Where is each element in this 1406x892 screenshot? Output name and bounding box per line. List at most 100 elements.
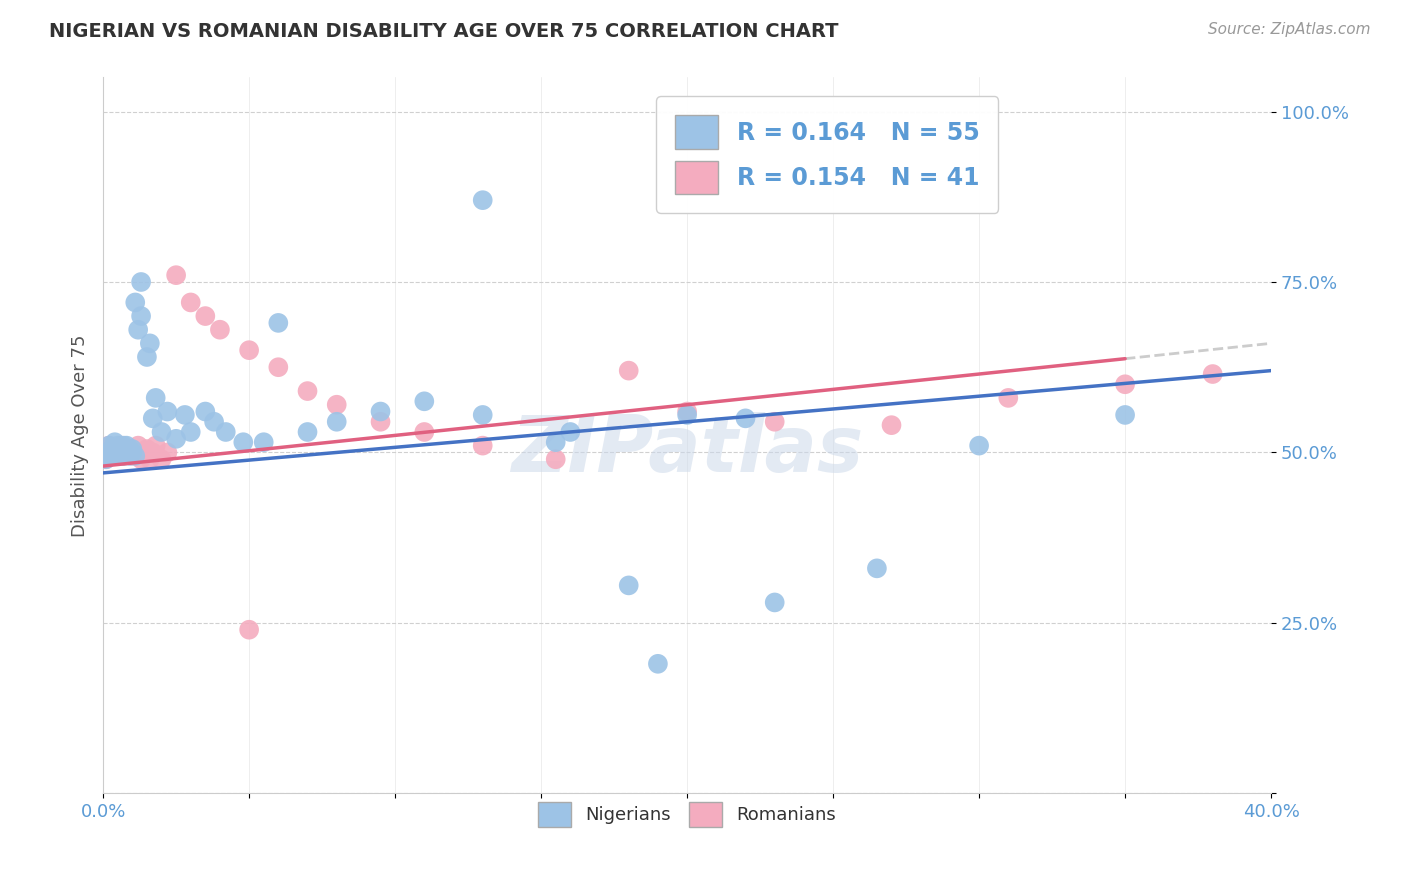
Point — [121, 442, 143, 456]
Point — [98, 439, 121, 453]
Point — [413, 394, 436, 409]
Point — [94, 452, 117, 467]
Point — [104, 445, 127, 459]
Point — [194, 309, 217, 323]
Point — [866, 561, 889, 575]
Point — [101, 442, 124, 456]
Point — [118, 449, 141, 463]
Point — [150, 452, 173, 467]
Point — [104, 442, 127, 456]
Point — [297, 384, 319, 398]
Point — [136, 442, 159, 456]
Point — [98, 439, 121, 453]
Y-axis label: Disability Age Over 75: Disability Age Over 75 — [72, 334, 89, 537]
Point — [238, 343, 260, 358]
Point — [101, 449, 124, 463]
Point — [121, 449, 143, 463]
Point — [325, 398, 347, 412]
Point — [1202, 367, 1225, 381]
Point — [129, 452, 152, 467]
Point — [156, 445, 179, 459]
Point — [124, 449, 146, 463]
Point — [413, 425, 436, 439]
Point — [471, 439, 494, 453]
Point — [150, 425, 173, 439]
Point — [471, 408, 494, 422]
Point — [560, 425, 582, 439]
Point — [112, 449, 135, 463]
Point — [107, 445, 129, 459]
Point — [110, 439, 132, 453]
Point — [471, 193, 494, 207]
Point — [118, 442, 141, 456]
Point — [734, 411, 756, 425]
Point — [104, 435, 127, 450]
Point — [115, 445, 138, 459]
Point — [112, 449, 135, 463]
Point — [202, 415, 225, 429]
Point — [617, 363, 640, 377]
Point — [142, 445, 165, 459]
Point — [267, 360, 290, 375]
Point — [1114, 377, 1136, 392]
Point — [94, 452, 117, 467]
Point — [180, 295, 202, 310]
Point — [98, 449, 121, 463]
Point — [676, 408, 699, 422]
Point — [238, 623, 260, 637]
Point — [145, 391, 167, 405]
Point — [101, 445, 124, 459]
Point — [232, 435, 254, 450]
Point — [156, 404, 179, 418]
Point — [124, 445, 146, 459]
Point — [267, 316, 290, 330]
Point — [145, 439, 167, 453]
Point — [325, 415, 347, 429]
Point — [1114, 408, 1136, 422]
Point — [676, 404, 699, 418]
Point — [107, 449, 129, 463]
Point — [617, 578, 640, 592]
Point — [763, 595, 786, 609]
Point — [129, 309, 152, 323]
Text: Source: ZipAtlas.com: Source: ZipAtlas.com — [1208, 22, 1371, 37]
Point — [121, 445, 143, 459]
Point — [107, 439, 129, 453]
Point — [136, 350, 159, 364]
Point — [110, 445, 132, 459]
Point — [132, 445, 155, 459]
Point — [118, 442, 141, 456]
Point — [115, 439, 138, 453]
Point — [115, 445, 138, 459]
Point — [124, 295, 146, 310]
Point — [112, 439, 135, 453]
Point — [110, 442, 132, 456]
Point — [763, 415, 786, 429]
Point — [544, 435, 567, 450]
Point — [647, 657, 669, 671]
Point — [967, 439, 990, 453]
Point — [139, 336, 162, 351]
Point — [297, 425, 319, 439]
Point — [208, 323, 231, 337]
Point — [370, 404, 392, 418]
Text: ZIPatlas: ZIPatlas — [510, 412, 863, 488]
Point — [194, 404, 217, 418]
Legend: Nigerians, Romanians: Nigerians, Romanians — [531, 795, 844, 834]
Point — [544, 452, 567, 467]
Point — [173, 408, 195, 422]
Text: NIGERIAN VS ROMANIAN DISABILITY AGE OVER 75 CORRELATION CHART: NIGERIAN VS ROMANIAN DISABILITY AGE OVER… — [49, 22, 839, 41]
Point — [253, 435, 276, 450]
Point — [127, 439, 149, 453]
Point — [215, 425, 238, 439]
Point — [129, 275, 152, 289]
Point — [997, 391, 1019, 405]
Point — [127, 323, 149, 337]
Point — [165, 432, 187, 446]
Point — [139, 452, 162, 467]
Point — [880, 418, 903, 433]
Point — [180, 425, 202, 439]
Point — [165, 268, 187, 282]
Point — [370, 415, 392, 429]
Point — [142, 411, 165, 425]
